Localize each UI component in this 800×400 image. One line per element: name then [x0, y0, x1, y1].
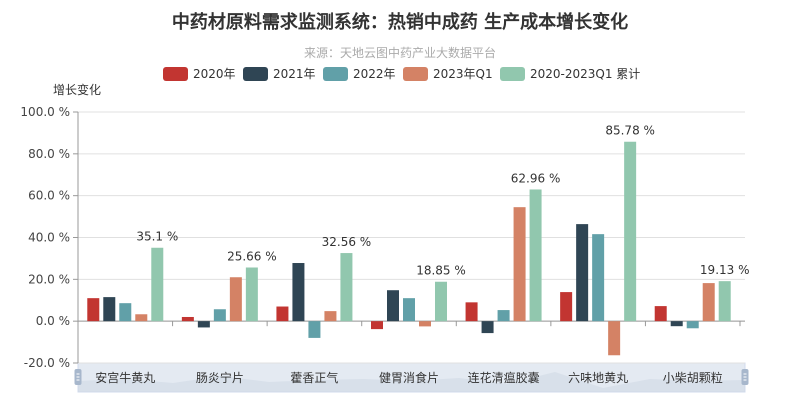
bar-series1-category4	[481, 321, 494, 334]
bar-series1-category0	[103, 297, 116, 322]
chart-title: 中药材原料需求监测系统：热销中成药 生产成本增长变化	[172, 11, 628, 33]
bar-series3-category3	[419, 321, 431, 327]
bar-series1-category6	[670, 321, 683, 327]
legend-item-0[interactable]: 2020年	[163, 67, 236, 81]
bar-series2-category0	[119, 303, 132, 322]
bar-series0-category6	[654, 306, 667, 322]
bar-series4-category2	[340, 253, 353, 322]
bar-series3-category5	[608, 321, 621, 356]
bar-series3-category1	[229, 277, 242, 322]
legend-label: 2022年	[353, 67, 396, 81]
bar-series0-category5	[560, 292, 573, 322]
x-category-label: 连花清瘟胶囊	[468, 370, 540, 385]
legend-swatch	[403, 67, 428, 81]
data-label-category4: 62.96 %	[511, 171, 561, 185]
legend-swatch	[323, 67, 348, 81]
bar-series3-category2	[324, 311, 337, 322]
bar-series2-category4	[497, 310, 510, 322]
data-label-category5: 85.78 %	[605, 124, 655, 138]
data-label-category2: 32.56 %	[322, 235, 372, 249]
data-zoom-shadow	[78, 372, 745, 392]
bar-series2-category1	[213, 309, 226, 322]
legend-item-4[interactable]: 2020-2023Q1 累计	[500, 67, 640, 81]
legend-label: 2020-2023Q1 累计	[530, 67, 640, 81]
bar-series0-category3	[371, 321, 383, 330]
y-tick-label: 60.0 %	[28, 189, 70, 203]
legend-swatch	[243, 67, 268, 81]
bar-series0-category2	[276, 306, 289, 322]
y-axis-title: 增长变化	[53, 82, 101, 97]
legend-swatch	[500, 67, 525, 81]
bar-series0-category4	[465, 302, 478, 322]
bar-series2-category2	[308, 321, 321, 338]
x-category-label: 健胃消食片	[379, 370, 439, 385]
bar-series1-category3	[387, 290, 399, 322]
legend-item-1[interactable]: 2021年	[243, 67, 316, 81]
data-zoom-right-handle[interactable]	[741, 369, 749, 385]
bar-series4-category5	[624, 141, 637, 322]
bar-series3-category4	[513, 207, 526, 322]
bar-series3-category6	[702, 283, 715, 322]
y-tick-label: 100.0 %	[20, 105, 70, 119]
bar-series4-category4	[529, 189, 542, 322]
data-label-category6: 19.13 %	[700, 263, 750, 277]
legend-label: 2020年	[193, 67, 236, 81]
legend-label: 2021年	[273, 67, 316, 81]
bar-series4-category1	[245, 267, 258, 322]
x-category-label: 安宫牛黄丸	[95, 370, 155, 385]
bar-series1-category1	[197, 321, 210, 328]
y-tick-label: 40.0 %	[28, 231, 70, 245]
data-label-category1: 25.66 %	[227, 249, 277, 263]
x-category-label: 藿香正气	[290, 370, 338, 385]
bar-series2-category6	[686, 321, 699, 329]
legend: 2020年 2021年 2022年 2023年Q1 2020-2023Q1 累计	[163, 67, 640, 81]
bar-series4-category6	[718, 281, 731, 322]
y-tick-label: 80.0 %	[28, 147, 70, 161]
x-category-label: 六味地黄丸	[568, 371, 628, 385]
bar-series4-category0	[151, 247, 164, 322]
x-category-label: 小柴胡颗粒	[663, 370, 723, 385]
data-label-category3: 18.85 %	[416, 264, 466, 278]
legend-item-2[interactable]: 2022年	[323, 67, 396, 81]
y-tick-label: -20.0 %	[24, 356, 70, 370]
bar-series0-category0	[87, 298, 100, 322]
legend-label: 2023年Q1	[433, 67, 493, 81]
bar-series4-category3	[435, 281, 447, 322]
bar-series3-category0	[135, 314, 148, 322]
plot-grid: 100.0 % 80.0 % 60.0 % 40.0 % 20.0 % 0.0 % -20.…	[20, 105, 745, 370]
y-tick-label: 0.0 %	[36, 314, 70, 328]
legend-swatch	[163, 67, 188, 81]
x-category-label: 肠炎宁片	[196, 370, 244, 385]
data-zoom-left-handle[interactable]	[74, 369, 82, 385]
bar-series2-category3	[403, 298, 415, 322]
y-tick-label: 20.0 %	[28, 272, 70, 286]
bar-series0-category1	[181, 316, 194, 322]
chart-subtitle: 来源：天地云图中药产业大数据平台	[304, 45, 496, 60]
chart-labels: 35.1 % 25.66 % 32.56 % 18.85 % 62.96 % 85.78 …	[95, 124, 749, 385]
bar-series	[87, 141, 731, 356]
data-label-category0: 35.1 %	[136, 230, 178, 244]
data-zoom-slider[interactable]	[74, 362, 749, 393]
bar-series2-category5	[592, 234, 605, 322]
bar-series1-category2	[292, 263, 305, 322]
legend-item-3[interactable]: 2023年Q1	[403, 67, 493, 81]
bar-series1-category5	[576, 224, 589, 322]
